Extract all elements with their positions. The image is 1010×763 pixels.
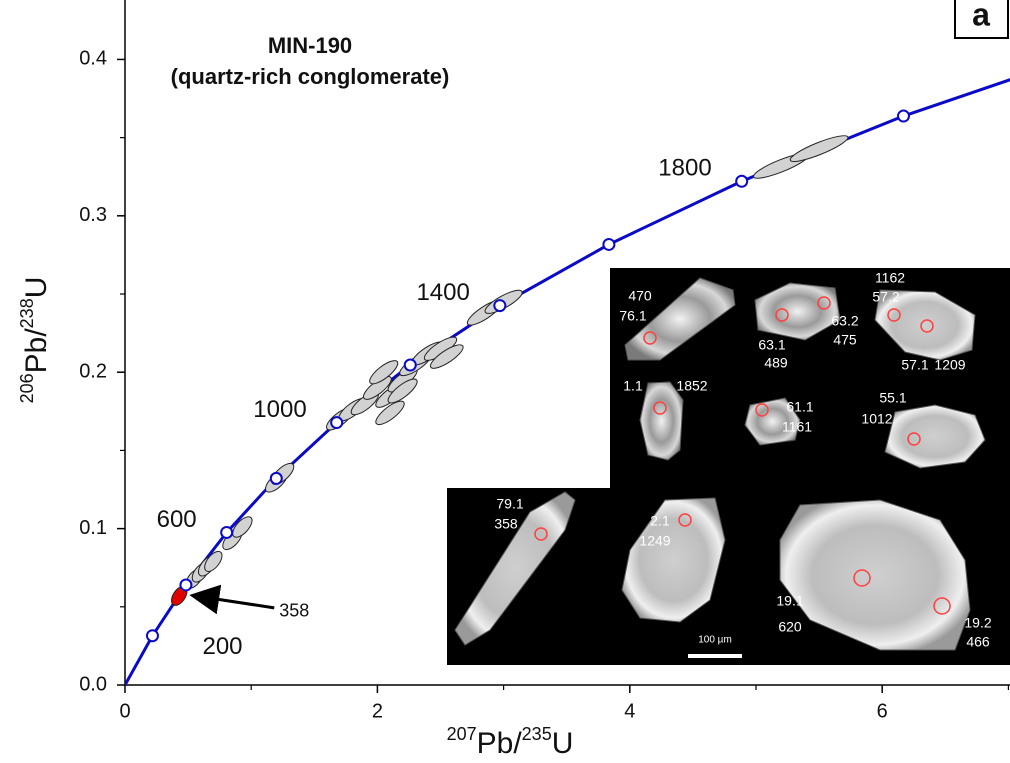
age-label: 200	[202, 633, 242, 660]
age-marker	[331, 417, 342, 428]
inset-label: 63.2	[831, 313, 858, 329]
inset-label: 63.1	[758, 337, 785, 353]
inset-label: 358	[494, 516, 518, 532]
inset-label: 1209	[934, 357, 965, 373]
age-marker	[405, 360, 416, 371]
inset-label: 61.1	[786, 399, 813, 415]
inset-label: 57.2	[872, 289, 899, 305]
inset-label: 489	[764, 355, 788, 371]
age-marker	[494, 300, 505, 311]
annotation-label: 358	[279, 601, 309, 621]
x-label-part: 207	[447, 724, 477, 744]
age-marker	[180, 579, 191, 590]
inset-label: 470	[628, 288, 652, 304]
error-ellipse	[788, 131, 850, 165]
age-marker	[221, 527, 232, 538]
inset-label: 1249	[639, 533, 670, 549]
y-label-part: Pb/	[20, 328, 53, 374]
age-marker	[271, 473, 282, 484]
y-tick-label: 0.2	[79, 360, 107, 382]
scale-bar-label: 100 µm	[698, 635, 732, 646]
x-tick-label: 4	[624, 700, 635, 722]
y-tick-label: 0.3	[79, 204, 107, 226]
y-label-part: 238	[17, 298, 37, 328]
age-marker	[736, 176, 747, 187]
inset-label: 475	[833, 332, 857, 348]
age-marker	[603, 239, 614, 250]
inset-label: 19.1	[776, 593, 803, 609]
age-label: 1000	[253, 396, 306, 423]
y-tick-label: 0.0	[79, 673, 107, 695]
x-tick-label: 6	[877, 700, 888, 722]
inset-label: 466	[966, 634, 990, 650]
inset-label: 19.2	[964, 615, 991, 631]
y-label-part: 206	[17, 373, 37, 403]
inset-label: 2.1	[650, 513, 670, 529]
annotation-arrow	[195, 596, 274, 608]
x-label-part: U	[552, 727, 574, 760]
chart-title: MIN-190	[268, 33, 352, 58]
age-label: 1400	[416, 279, 469, 306]
inset-label: 1852	[676, 378, 707, 394]
inset-label: 620	[778, 619, 802, 635]
x-label-part: Pb/	[477, 727, 523, 760]
chart-subtitle: (quartz-rich conglomerate)	[171, 64, 450, 89]
x-tick-label: 2	[372, 700, 383, 722]
inset-label: 79.1	[496, 496, 523, 512]
inset-label: 1161	[782, 419, 812, 435]
panel-label: a	[972, 0, 990, 32]
chart: 100 µm 470 76.1 1162 57.2 63.2 475 63.1 489 57.1…	[0, 0, 1010, 763]
inset-label: 76.1	[619, 308, 646, 324]
inset-label: 57.1	[901, 357, 928, 373]
inset-label: 1162	[875, 270, 905, 286]
age-label: 1800	[658, 155, 711, 182]
inset-label: 1.1	[623, 378, 643, 394]
inset-label: 55.1	[879, 390, 906, 406]
x-label-part: 235	[522, 724, 552, 744]
x-axis-label: 207Pb/235U	[447, 724, 574, 760]
x-tick-label: 0	[119, 700, 130, 722]
y-axis-label: 206Pb/238U	[17, 277, 53, 404]
age-marker	[898, 111, 909, 122]
y-tick-label: 0.4	[79, 48, 107, 70]
age-marker	[147, 630, 158, 641]
inset-label: 1012	[861, 411, 892, 427]
cl-image-inset: 100 µm 470 76.1 1162 57.2 63.2 475 63.1 489 57.1…	[447, 268, 1010, 665]
y-tick-label: 0.1	[79, 517, 107, 539]
y-label-part: U	[20, 277, 53, 299]
age-label: 600	[157, 506, 197, 533]
